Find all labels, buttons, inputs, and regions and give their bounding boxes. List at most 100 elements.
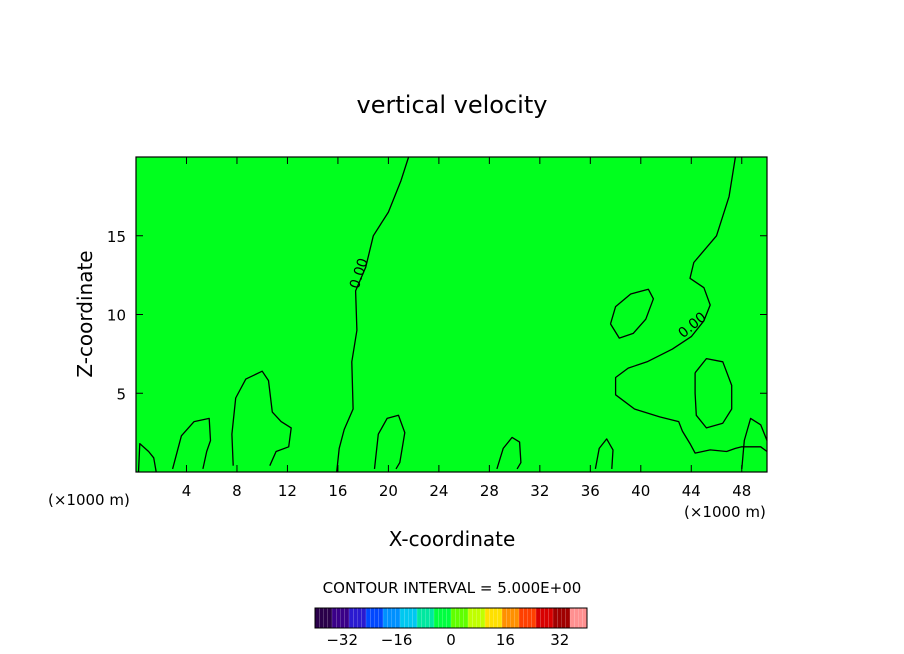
colorbar-cell (319, 607, 324, 629)
colorbar-cell (480, 607, 486, 629)
colorbar-cell (357, 607, 363, 629)
colorbar-title: CONTOUR INTERVAL = 5.000E+00 (323, 579, 582, 597)
colorbar-cell (476, 607, 482, 629)
colorbar-cell (336, 607, 341, 629)
colorbar-cell (442, 607, 448, 629)
colorbar-tick-label: 32 (550, 631, 569, 649)
colorbar-tick-label: 16 (496, 631, 515, 649)
closed-contour-left-hump (231, 370, 292, 466)
colorbar-cell (416, 607, 422, 629)
colorbar-cell (327, 607, 333, 629)
x-axis-ticks: 4 8 12 16 20 24 28 32 36 40 44 48 (182, 157, 751, 500)
colorbar-cell (561, 607, 567, 629)
colorbar-tick-label: 0 (446, 631, 456, 649)
x-tick-label: 36 (581, 482, 600, 500)
near-ground-contour-b (171, 417, 212, 470)
near-ground-contour-a (137, 442, 157, 473)
x-tick-label: 28 (480, 482, 499, 500)
colorbar-cell (387, 607, 392, 629)
colorbar-cell (446, 607, 452, 629)
x-tick-label: 8 (232, 482, 242, 500)
near-ground-contour-e (594, 438, 614, 470)
y-tick-label: 5 (116, 385, 126, 403)
colorbar-cell (361, 607, 367, 629)
colorbar-cell (578, 607, 584, 629)
y-tick-label: 15 (107, 228, 126, 246)
chart-title: vertical velocity (357, 91, 548, 119)
colorbar-cell (472, 607, 477, 629)
colorbar-cell (552, 607, 558, 629)
colorbar-cell (374, 607, 380, 629)
colorbar-cell (344, 607, 350, 629)
colorbar-cell (408, 607, 414, 629)
colorbar-cell (518, 607, 524, 629)
colorbar-cell (370, 607, 375, 629)
x-tick-label: 12 (278, 482, 297, 500)
colorbar-cell (497, 607, 503, 629)
colorbar-cell (467, 607, 473, 629)
x-tick-label: 16 (328, 482, 347, 500)
colorbar-cell (433, 607, 439, 629)
colorbar-cell (399, 607, 405, 629)
colorbar-cell (348, 607, 354, 629)
colorbar-cell (544, 607, 550, 629)
zero-contour-main-left (336, 156, 410, 473)
colorbar-cell (463, 607, 469, 629)
near-ground-contour-f (741, 417, 768, 469)
colorbar-cell (484, 607, 490, 629)
colorbar-cell (510, 607, 516, 629)
colorbar-cell (331, 607, 337, 629)
colorbar-cell (391, 607, 397, 629)
colorbar-cell (574, 607, 579, 629)
colorbar-cell (527, 607, 533, 629)
near-ground-contour-c (373, 414, 406, 470)
y-tick-label: 10 (107, 307, 126, 325)
colorbar-cell (506, 607, 511, 629)
colorbar-tick-label: −32 (326, 631, 358, 649)
colorbar-cell (425, 607, 431, 629)
colorbar-cell (353, 607, 358, 629)
colorbar-cell (438, 607, 443, 629)
colorbar-cell (459, 607, 465, 629)
colorbar-cell (489, 607, 494, 629)
x-tick-label: 32 (530, 482, 549, 500)
x-axis-label: X-coordinate (389, 527, 516, 551)
near-ground-contour-d (496, 436, 522, 470)
colorbar-cell (382, 607, 388, 629)
colorbar-cell (548, 607, 554, 629)
x-tick-label: 44 (682, 482, 701, 500)
colorbar-cell (365, 607, 371, 629)
colorbar-cell (540, 607, 545, 629)
colorbar-cell (314, 607, 320, 629)
colorbar-cell (323, 607, 329, 629)
plot-area: 0.000.00 (135, 156, 768, 473)
colorbar-tick-label: −16 (381, 631, 413, 649)
closed-contour-upper-right (609, 288, 655, 339)
x-tick-label: 24 (429, 482, 448, 500)
closed-contour-lower-right (694, 357, 733, 429)
colorbar-cell (569, 607, 575, 629)
colorbar-cell (378, 607, 384, 629)
contour-lines (137, 156, 768, 473)
colorbar-cell (421, 607, 426, 629)
x-tick-label: 48 (732, 482, 751, 500)
colorbar-ticks: −32 −16 0 16 32 (326, 631, 569, 649)
colorbar-cell (523, 607, 528, 629)
colorbar-cell (404, 607, 409, 629)
colorbar-cell (565, 607, 571, 629)
colorbar (314, 607, 588, 629)
y-axis-label: Z-coordinate (73, 250, 97, 377)
x-tick-label: 20 (379, 482, 398, 500)
colorbar-cell (501, 607, 507, 629)
y-axis-ticks: 5 10 15 (107, 228, 767, 403)
x-unit-left: (×1000 m) (48, 491, 130, 509)
zero-contour-main-right (614, 156, 768, 454)
colorbar-cell (429, 607, 435, 629)
x-tick-label: 4 (182, 482, 192, 500)
colorbar-cell (450, 607, 456, 629)
colorbar-cell (531, 607, 537, 629)
x-tick-label: 40 (631, 482, 650, 500)
colorbar-cell (340, 607, 346, 629)
colorbar-cell (493, 607, 499, 629)
